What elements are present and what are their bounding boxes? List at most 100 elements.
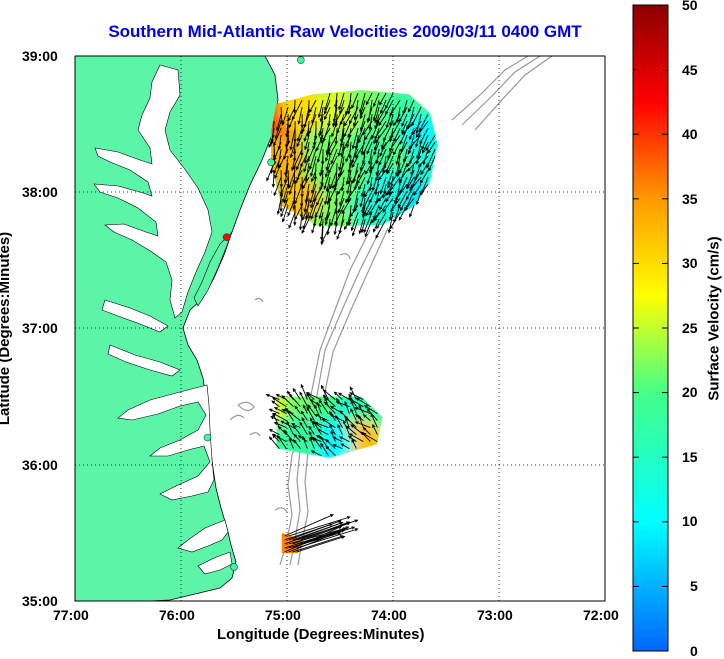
velocity-vector (326, 134, 338, 155)
velocity-vector (428, 155, 436, 171)
velocity-vector (420, 169, 429, 184)
velocity-vector (314, 422, 329, 429)
velocity-vector-head (390, 208, 394, 213)
velocity-vector-head (301, 417, 305, 422)
velocity-vector-head (316, 202, 320, 207)
colorbar-tick-label: 45 (682, 62, 698, 78)
velocity-vector-head (398, 178, 403, 183)
velocity-vector (320, 107, 324, 122)
velocity-vector-head (395, 161, 399, 166)
colorbar-ticks (633, 4, 668, 652)
velocity-vector (298, 107, 303, 124)
velocity-vector-head (302, 404, 306, 409)
velocity-vector (380, 99, 387, 114)
velocity-vector-head (419, 140, 423, 145)
velocity-vector-head (372, 117, 376, 122)
velocity-vector-head (300, 152, 304, 157)
velocity-vector (305, 184, 310, 203)
velocity-vector-head (293, 221, 297, 226)
velocity-vector-head (271, 183, 276, 188)
velocity-vector (379, 92, 387, 106)
colorbar-tick-label: 50 (682, 0, 698, 13)
velocity-vector (367, 106, 373, 123)
velocity-vector-head (303, 137, 307, 142)
velocity-vector-head (349, 392, 354, 396)
velocity-vector (313, 183, 324, 202)
velocity-vector (310, 190, 317, 208)
velocity-vector (427, 141, 436, 154)
velocity-vector (357, 120, 366, 142)
velocity-vector (323, 169, 331, 189)
velocity-vector-head (324, 217, 328, 222)
velocity-vector (308, 113, 317, 134)
velocity-vector (333, 106, 345, 127)
velocity-vector-head (272, 434, 276, 439)
velocity-vector (309, 148, 317, 170)
velocity-vector-head (325, 188, 330, 193)
velocity-vector-head (323, 185, 327, 190)
velocity-vector-head (302, 185, 306, 190)
velocity-vector (397, 141, 408, 159)
velocity-vector-head (297, 137, 301, 142)
velocity-vector-head (379, 190, 384, 195)
velocity-vector (319, 204, 324, 219)
velocity-vector-head (323, 401, 328, 406)
velocity-vector-head (358, 230, 362, 235)
velocity-vector-head (372, 423, 376, 428)
velocity-vector (308, 197, 317, 219)
velocity-vector (339, 436, 350, 443)
velocity-vector-head (401, 129, 405, 134)
velocity-vector-head (337, 152, 341, 157)
velocity-vector (415, 120, 429, 138)
velocity-vector-head (329, 424, 333, 429)
velocity-vector (288, 169, 296, 189)
velocity-vector-head (401, 123, 405, 128)
velocity-vector (419, 183, 429, 196)
velocity-vector (422, 141, 429, 153)
velocity-vector-head (315, 435, 320, 439)
velocity-vector-head (415, 201, 420, 206)
velocity-vector (387, 169, 394, 185)
velocity-vector (409, 204, 415, 217)
velocity-vector (286, 121, 289, 137)
velocity-vector-head (345, 158, 349, 163)
velocity-vector (372, 169, 380, 191)
velocity-vector (373, 218, 380, 232)
velocity-vector (309, 183, 317, 203)
velocity-vector (287, 106, 296, 121)
velocity-vector (366, 169, 373, 184)
velocity-vector (326, 155, 331, 170)
velocity-vector-head (338, 436, 343, 440)
velocity-vector (294, 405, 301, 414)
velocity-vector (359, 92, 366, 113)
velocity-vector-head (363, 405, 368, 409)
velocity-vector-head (387, 181, 391, 186)
velocity-vector (352, 127, 359, 149)
velocity-vector-head (335, 401, 340, 405)
velocity-vector (292, 388, 301, 400)
velocity-vector-head (276, 210, 281, 215)
velocity-vector (332, 169, 345, 188)
velocity-vector (340, 156, 345, 176)
velocity-vector (356, 397, 371, 407)
station-marker (267, 158, 275, 167)
velocity-vector-head (309, 436, 314, 440)
velocity-vector-head (373, 151, 377, 156)
velocity-vector (378, 113, 387, 126)
velocity-vector (413, 183, 422, 196)
velocity-vector-head (299, 421, 303, 426)
velocity-vector-head (324, 397, 328, 402)
velocity-vector-head (386, 170, 390, 175)
velocity-vector (311, 106, 317, 124)
velocity-vector (334, 219, 338, 235)
velocity-vector (288, 529, 345, 553)
velocity-vector (274, 162, 282, 179)
velocity-vector-head (329, 410, 333, 415)
velocity-vector (313, 421, 322, 435)
velocity-vector-head (323, 110, 328, 115)
velocity-vector-head (388, 216, 393, 221)
velocity-vector-head (350, 408, 354, 413)
velocity-vector-head (277, 146, 282, 151)
velocity-vector-head (304, 146, 308, 151)
velocity-vector (378, 169, 387, 180)
